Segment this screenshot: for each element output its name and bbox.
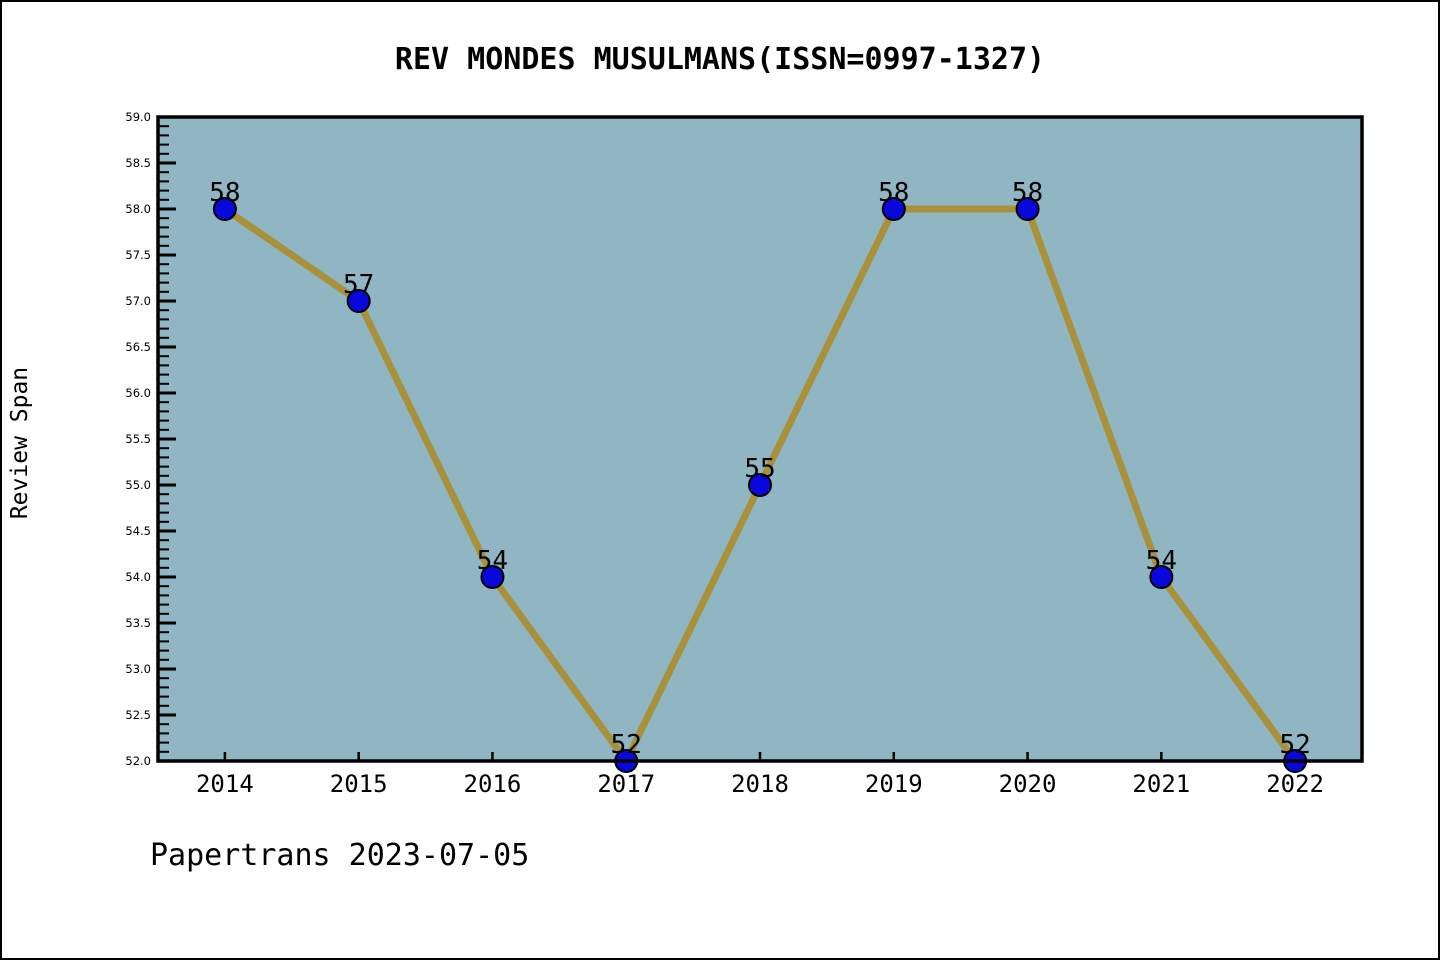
y-tick-label: 55.5 xyxy=(125,432,151,446)
data-point-label: 57 xyxy=(343,270,374,300)
y-tick-label: 56.0 xyxy=(125,386,151,400)
x-tick-label: 2022 xyxy=(1266,770,1324,798)
watermark-text: Papertrans 2023-07-05 xyxy=(150,838,530,873)
y-tick-label: 55.0 xyxy=(125,478,151,492)
y-tick-label: 59.0 xyxy=(125,110,151,124)
data-point-label: 58 xyxy=(209,178,240,208)
x-tick-label: 2020 xyxy=(999,770,1057,798)
data-point-label: 54 xyxy=(1146,546,1177,576)
data-point xyxy=(212,197,237,221)
x-tick-label: 2018 xyxy=(731,770,789,798)
y-tick-label: 57.0 xyxy=(125,294,151,308)
y-tick-label: 56.5 xyxy=(125,340,151,354)
data-point-label: 52 xyxy=(1279,730,1310,760)
x-tick-label: 2021 xyxy=(1132,770,1190,798)
data-point xyxy=(480,565,505,589)
data-point-label: 58 xyxy=(1012,178,1043,208)
data-point xyxy=(346,289,371,313)
data-point-label: 54 xyxy=(477,546,508,576)
y-tick-label: 53.0 xyxy=(125,662,151,676)
data-point-label: 52 xyxy=(611,730,642,760)
y-tick-label: 57.5 xyxy=(125,248,151,262)
y-tick-label: 58.5 xyxy=(125,156,151,170)
x-tick-label: 2019 xyxy=(865,770,923,798)
y-tick-label: 52.0 xyxy=(125,754,151,768)
x-tick-label: 2014 xyxy=(196,770,254,798)
data-point xyxy=(1015,197,1040,221)
plot-background xyxy=(158,117,1362,761)
x-tick-label: 2015 xyxy=(330,770,388,798)
x-tick-label: 2017 xyxy=(597,770,655,798)
chart-title: REV MONDES MUSULMANS(ISSN=0997-1327) xyxy=(394,42,1046,77)
data-point-label: 55 xyxy=(744,454,775,484)
y-tick-label: 53.5 xyxy=(125,616,151,630)
data-point xyxy=(748,473,772,497)
data-point xyxy=(881,197,906,221)
data-point xyxy=(1149,565,1174,589)
data-point-label: 58 xyxy=(878,178,909,208)
y-tick-label: 52.5 xyxy=(125,708,151,722)
plot-border xyxy=(156,115,1364,763)
y-tick-label: 54.5 xyxy=(125,524,151,538)
y-tick-label: 54.0 xyxy=(125,570,151,584)
x-tick-label: 2016 xyxy=(464,770,522,798)
y-tick-label: 58.0 xyxy=(125,202,151,216)
